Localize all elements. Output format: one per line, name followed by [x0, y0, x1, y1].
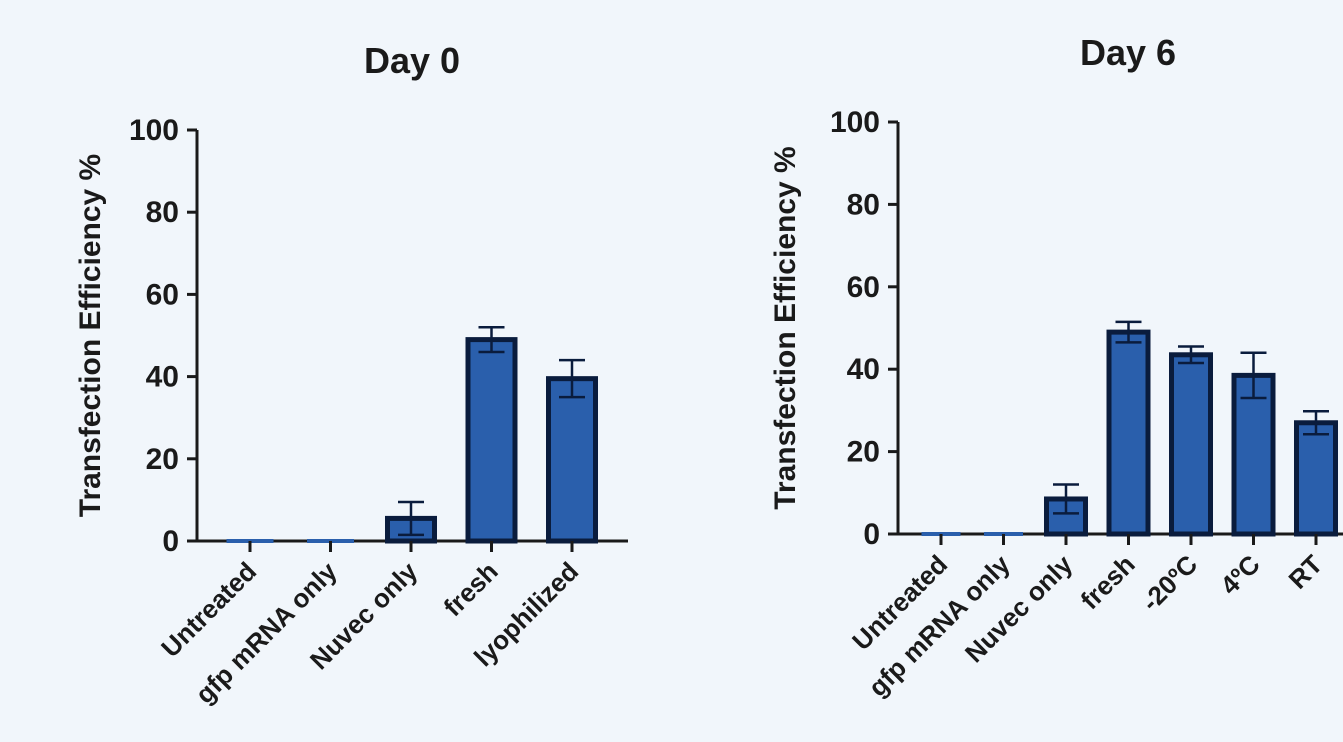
y-tick-label: 60	[847, 271, 880, 304]
chart-title: Day 0	[364, 40, 460, 81]
y-tick-label: 100	[129, 114, 179, 147]
chart-panel-0: Day 0 Transfection Efficiency % 0 20 40 60 80 1…	[74, 40, 628, 709]
y-tick-label: 40	[146, 361, 179, 394]
y-axis-label: Transfection Efficiency %	[74, 154, 107, 517]
x-tick-label: RT	[1283, 549, 1329, 595]
bar	[1169, 352, 1213, 537]
y-axis-label: Transfection Efficiency %	[769, 146, 802, 509]
bar	[1294, 420, 1338, 537]
y-tick-label: 80	[847, 188, 880, 221]
x-tick-label: -20ºC	[1135, 549, 1203, 617]
chart-title: Day 6	[1080, 32, 1176, 73]
y-tick-label: 0	[162, 525, 179, 558]
bar	[1106, 329, 1151, 537]
y-tick-label: 20	[847, 436, 880, 469]
bar	[465, 337, 518, 544]
y-tick-label: 0	[863, 518, 880, 551]
x-tick-label: 4ºC	[1214, 549, 1266, 601]
y-tick-label: 40	[847, 353, 880, 386]
y-tick-label: 20	[146, 443, 179, 476]
y-tick-label: 80	[146, 196, 179, 229]
x-tick-label: fresh	[438, 556, 504, 622]
x-tick-label: fresh	[1075, 549, 1141, 615]
x-tick-label: gfp mRNA only	[189, 556, 343, 710]
bar	[546, 376, 598, 544]
y-tick-label: 100	[830, 106, 880, 139]
y-tick-label: 60	[146, 278, 179, 311]
chart-panel-1: Day 6 Transfection Efficiency % 0 20 40 60 80 1…	[769, 32, 1343, 702]
